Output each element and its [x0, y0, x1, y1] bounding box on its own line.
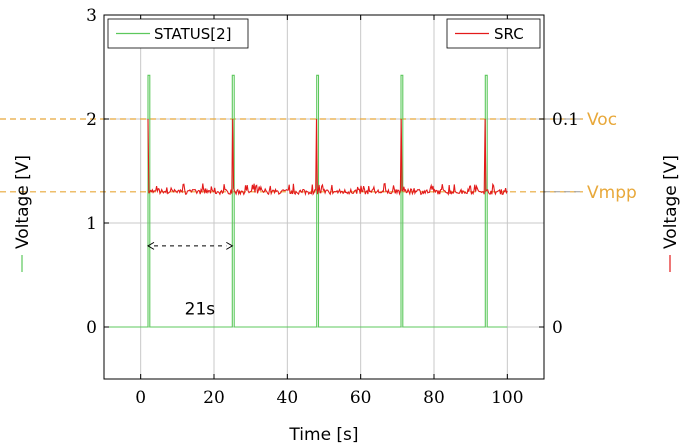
x-tick-label-2: 40: [277, 388, 299, 408]
legend-status: STATUS[2]: [107, 18, 249, 49]
legend-src: SRC: [446, 18, 541, 49]
annotation-arrowhead-left: [147, 241, 155, 250]
svg-text:Voltage [V]: Voltage [V]: [13, 155, 33, 249]
ref-label-vmpp: Vmpp: [587, 183, 637, 203]
x-tick-label-1: 20: [203, 388, 225, 408]
annotation-label: 21s: [185, 299, 216, 319]
x-axis-label: Time [s]: [288, 425, 358, 445]
y-axis-label-right: Voltage [V]: [661, 155, 681, 272]
ticks: 0 20 40 60 80 100 0 1 2 3 0 0.1: [86, 6, 579, 408]
right-tick-label-0: 0: [552, 318, 563, 338]
x-tick-label-5: 100: [491, 388, 523, 408]
annotation-arrowhead-right: [226, 241, 234, 250]
x-tick-label-3: 60: [350, 388, 372, 408]
series-src-line: [147, 118, 508, 197]
y-tick-label-1: 1: [86, 214, 97, 234]
y-tick-label-2: 2: [86, 110, 97, 130]
y-tick-label-3: 3: [86, 6, 97, 26]
series-status-line: [104, 74, 508, 328]
legend-status-label: STATUS[2]: [154, 25, 232, 43]
x-tick-label-0: 0: [135, 388, 146, 408]
y-axis-label-left: Voltage [V]: [13, 155, 33, 272]
grid: [104, 14, 544, 379]
annotation: 21s: [147, 241, 234, 319]
ref-label-voc: Voc: [587, 110, 617, 130]
y-tick-label-0: 0: [86, 318, 97, 338]
right-tick-label-1: 0.1: [552, 110, 579, 130]
plot-frame: [103, 14, 545, 380]
legend-src-label: SRC: [494, 25, 524, 43]
svg-text:Voltage [V]: Voltage [V]: [661, 155, 681, 249]
x-tick-label-4: 80: [423, 388, 445, 408]
